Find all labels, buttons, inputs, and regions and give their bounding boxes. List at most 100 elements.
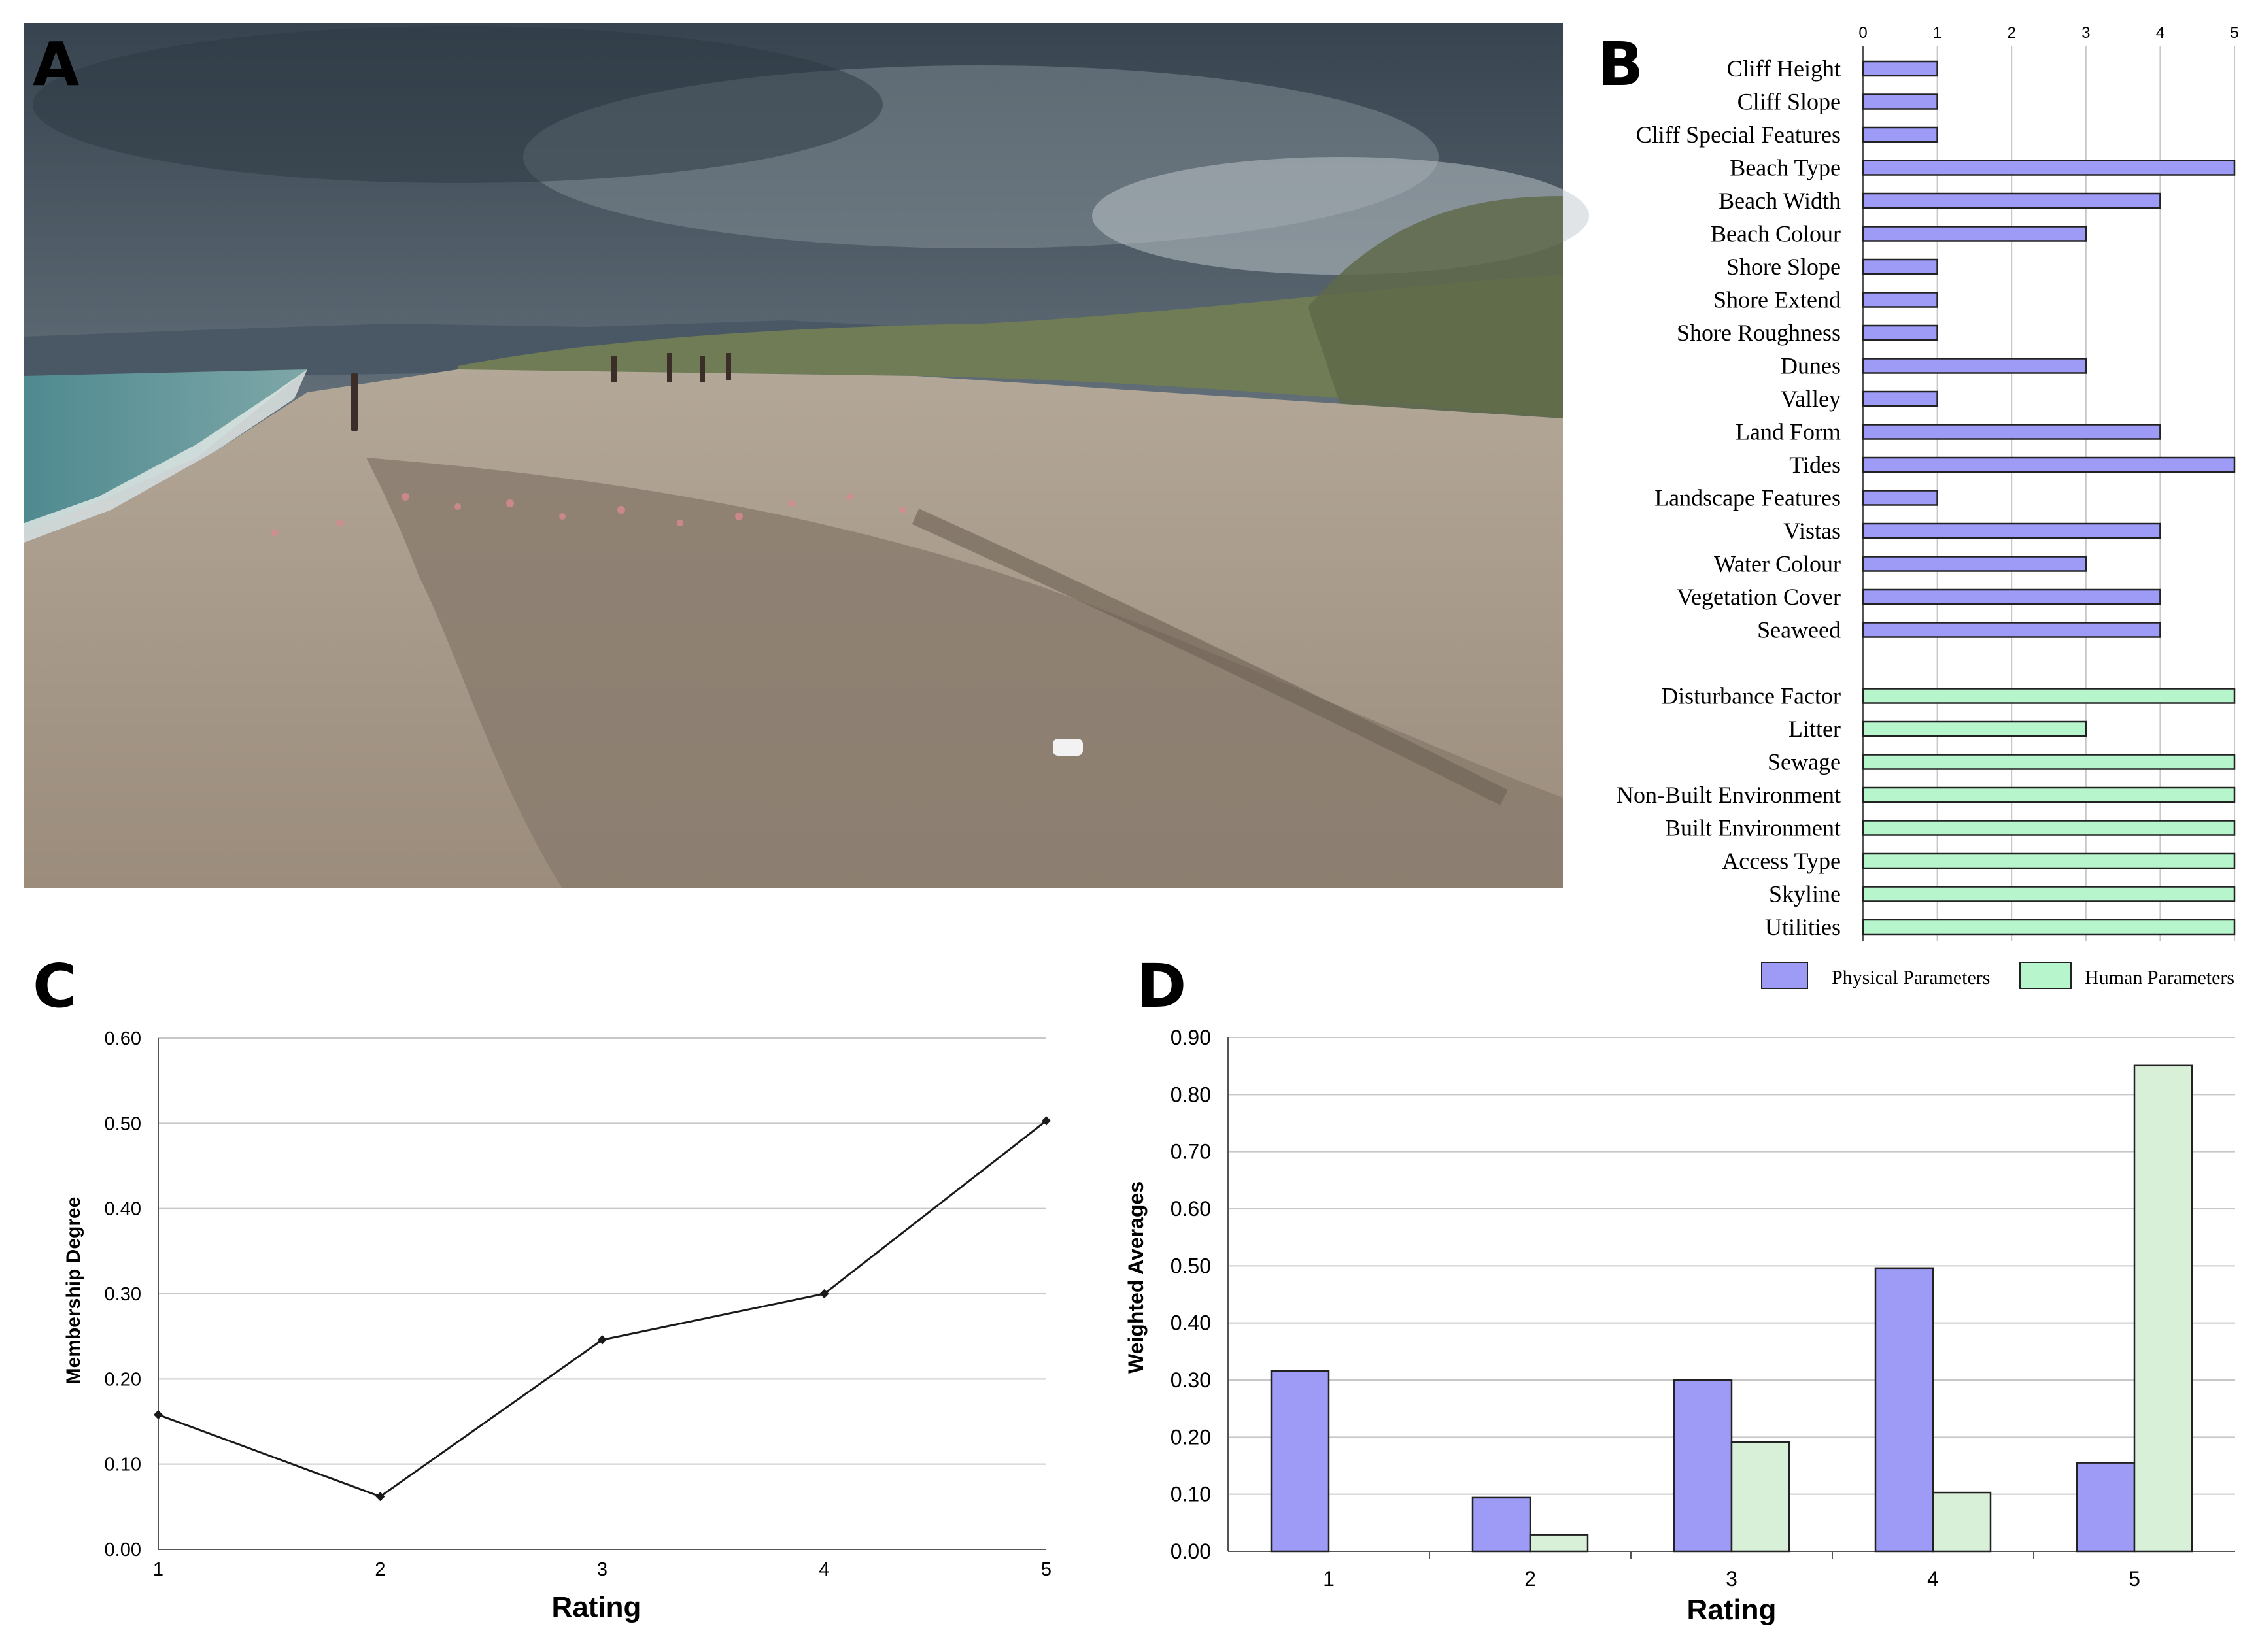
chart-b-category-label: Shore Extend xyxy=(1713,287,1841,313)
chart-b-category-label: Beach Width xyxy=(1719,188,1841,214)
chart-b-category-label: Utilities xyxy=(1765,914,1841,940)
chart-d-x-tick-label: 2 xyxy=(1524,1567,1536,1591)
chart-d-bar-series-1 xyxy=(1673,1379,1733,1553)
chart-c-x-tick-label: 3 xyxy=(597,1559,607,1580)
chart-b-category-labels: Cliff Height Cliff Slope Cliff Special Fea… xyxy=(1617,56,1841,940)
chart-b-category-label: Land Form xyxy=(1736,419,1841,445)
chart-b-bar-physical xyxy=(1862,490,1938,506)
chart-c-y-ticks: 0.00 0.10 0.20 0.30 0.40 0.50 0.60 xyxy=(105,1028,141,1560)
chart-d-bar-series-2 xyxy=(1932,1491,1992,1553)
chart-b-bar-human xyxy=(1862,919,2236,936)
legend-label-human: Human Parameters xyxy=(2085,967,2234,988)
legend-swatch-human xyxy=(2019,962,2072,989)
chart-b-category-label: Water Colour xyxy=(1714,551,1841,577)
chart-b-category-label: Landscape Features xyxy=(1654,485,1841,511)
chart-c-y-tick-label: 0.00 xyxy=(105,1540,141,1560)
chart-c-x-tick-label: 5 xyxy=(1041,1559,1052,1580)
chart-d-bar-series-2 xyxy=(1529,1534,1589,1553)
chart-d-y-tick-label: 0.60 xyxy=(1171,1197,1211,1221)
chart-c-grid xyxy=(158,1037,1046,1550)
chart-d-bar-series-1 xyxy=(1874,1267,1934,1553)
chart-b-x-tick-label: 3 xyxy=(2081,24,2090,42)
chart-d: D 0.000.100.200.300.400.500.600.700.800.… xyxy=(1124,951,2235,1626)
chart-b-x-tick-label: 4 xyxy=(2156,24,2164,42)
chart-c-y-tick-label: 0.40 xyxy=(105,1199,141,1220)
chart-c: C 0.00 0.10 0.20 0.30 0.40 0.50 0.60 1 2 3 4 5 Rat… xyxy=(33,951,1052,1623)
chart-c-x-ticks: 1 2 3 4 5 xyxy=(153,1559,1052,1580)
chart-d-y-tick-label: 0.90 xyxy=(1171,1026,1211,1049)
chart-b: B 0 1 2 3 4 5 Cliff Height Cliff Slope Cliff Sp… xyxy=(1598,24,2239,989)
chart-b-bar-physical xyxy=(1862,424,2161,440)
chart-b-bar-physical xyxy=(1862,588,2161,605)
chart-c-y-tick-label: 0.50 xyxy=(105,1113,141,1134)
chart-b-bar-human xyxy=(1862,852,2236,869)
chart-d-y-tick-label: 0.00 xyxy=(1171,1540,1211,1563)
chart-b-category-label: Skyline xyxy=(1769,881,1841,907)
chart-b-x-tick-label: 5 xyxy=(2230,24,2238,42)
chart-b-category-label: Tides xyxy=(1789,452,1841,478)
chart-b-x-tick-label: 0 xyxy=(1858,24,1867,42)
chart-d-y-tick-label: 0.80 xyxy=(1171,1083,1211,1106)
chart-d-x-tick-label: 4 xyxy=(1927,1567,1939,1591)
chart-d-x-tick-label: 3 xyxy=(1726,1567,1737,1591)
chart-c-x-tick-label: 2 xyxy=(375,1559,385,1580)
panel-label-d: D xyxy=(1137,951,1186,1021)
chart-b-bars xyxy=(1862,60,2236,936)
chart-b-bar-physical xyxy=(1862,226,2087,242)
chart-c-y-tick-label: 0.10 xyxy=(105,1455,141,1475)
chart-d-y-axis-label: Weighted Averages xyxy=(1124,1181,1148,1374)
chart-b-bar-physical xyxy=(1862,292,1938,308)
chart-b-bar-physical xyxy=(1862,324,1938,341)
chart-b-category-label: Cliff Special Features xyxy=(1636,122,1841,148)
chart-c-point xyxy=(1041,1116,1052,1126)
chart-b-category-label: Access Type xyxy=(1722,848,1841,874)
chart-c-point xyxy=(819,1289,829,1299)
chart-d-y-tick-label: 0.10 xyxy=(1171,1483,1211,1506)
chart-c-x-tick-label: 1 xyxy=(153,1559,163,1580)
chart-d-y-tick-label: 0.20 xyxy=(1171,1425,1211,1449)
chart-d-y-tick-label: 0.70 xyxy=(1171,1140,1211,1164)
chart-b-bar-physical xyxy=(1862,258,1938,275)
chart-d-x-tick-label: 5 xyxy=(2129,1567,2140,1591)
chart-d-bar-series-2 xyxy=(2133,1064,2193,1553)
chart-b-category-label: Vistas xyxy=(1783,518,1841,544)
chart-c-series-line xyxy=(158,1120,1047,1498)
chart-b-bar-physical xyxy=(1862,522,2161,539)
chart-b-x-tick-label: 1 xyxy=(1933,24,1942,42)
chart-b-bar-physical xyxy=(1862,60,1938,77)
chart-b-bar-physical xyxy=(1862,556,2087,572)
chart-b-category-label: Non-Built Environment xyxy=(1617,782,1841,808)
panel-label-a: A xyxy=(33,29,79,99)
chart-b-category-label: Beach Colour xyxy=(1711,221,1841,247)
chart-c-x-tick-label: 4 xyxy=(819,1559,829,1580)
chart-b-x-ticks: 0 1 2 3 4 5 xyxy=(1858,24,2238,42)
chart-d-bar-series-1 xyxy=(2076,1462,2136,1553)
chart-c-x-axis-label: Rating xyxy=(552,1591,641,1623)
chart-b-category-label: Cliff Height xyxy=(1727,56,1841,82)
chart-b-category-label: Beach Type xyxy=(1730,155,1841,181)
chart-d-x-axis-label: Rating xyxy=(1687,1594,1777,1626)
chart-c-point xyxy=(153,1410,163,1420)
chart-d-y-tick-label: 0.40 xyxy=(1171,1311,1211,1335)
chart-b-bar-physical xyxy=(1862,126,1938,143)
legend-swatch-physical xyxy=(1761,962,1808,989)
chart-b-bar-human xyxy=(1862,820,2236,836)
panel-label-b: B xyxy=(1598,29,1643,99)
chart-b-category-label: Disturbance Factor xyxy=(1661,683,1841,709)
chart-c-y-axis-label: Membership Degree xyxy=(63,1197,84,1385)
chart-b-bar-physical xyxy=(1862,622,2161,638)
chart-b-bar-physical xyxy=(1862,390,1938,407)
chart-b-category-label: Cliff Slope xyxy=(1737,89,1841,115)
chart-d-x-ticks: 1 2 3 4 5 xyxy=(1323,1551,2140,1591)
chart-d-bars xyxy=(1270,1064,2193,1553)
legend-label-physical: Physical Parameters xyxy=(1832,967,1990,988)
chart-b-bar-human xyxy=(1862,786,2236,803)
beach-photo xyxy=(24,23,1589,888)
chart-b-bar-human xyxy=(1862,754,2236,770)
chart-d-bar-series-1 xyxy=(1471,1496,1531,1553)
chart-b-x-tick-label: 2 xyxy=(2008,24,2016,42)
chart-d-bar-series-1 xyxy=(1270,1370,1330,1553)
chart-c-points xyxy=(153,1116,1052,1502)
chart-b-bar-human xyxy=(1862,720,2087,737)
